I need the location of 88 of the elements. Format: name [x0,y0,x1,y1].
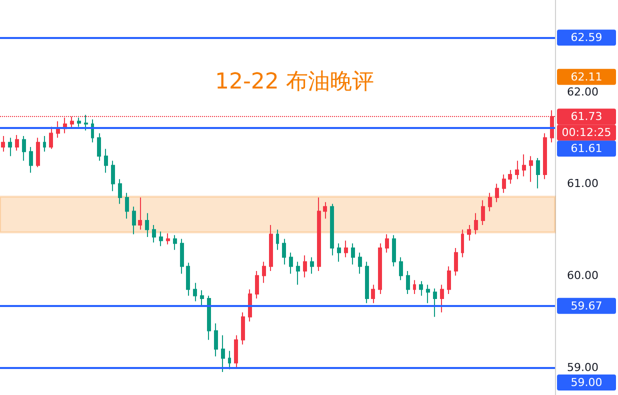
candlestick [8,137,12,157]
ref-line-label: 61.73 [570,110,602,124]
candlestick [221,334,225,373]
candlestick [337,242,341,262]
candlestick [440,284,444,313]
candlestick [56,120,60,138]
candlestick [454,248,458,276]
candlestick [433,288,437,318]
candlestick [392,234,396,267]
candlestick [371,284,375,304]
candlestick [426,284,430,304]
candlestick [97,132,101,162]
candlestick [323,202,327,220]
candlestick [159,230,163,247]
candlestick [385,234,389,254]
candlestick [344,240,348,258]
candlestick [1,135,5,152]
candlestick [186,262,190,296]
candlestick [22,135,26,162]
candlestick [248,288,252,322]
candlestick [330,203,334,256]
candlestick [447,266,451,294]
candlestick [49,126,53,150]
candlestick [29,146,33,174]
candlestick [282,238,286,266]
candlestick [104,148,108,174]
text: 00:12:25 [562,126,612,140]
candlestick [200,290,204,306]
candlestick [495,183,499,203]
candlestick [145,212,149,238]
candlestick [378,242,382,294]
candlestick [303,254,307,278]
candlestick [399,256,403,281]
candlestick [536,158,540,189]
candlestick [173,234,177,250]
candlestick [289,252,293,274]
candlestick [488,192,492,212]
candlestick [269,224,273,272]
candlestick [84,114,88,131]
y-tick-label: 59.00 [567,360,598,374]
candlestick [234,334,238,368]
candlestick [228,350,231,370]
candlestick [481,200,485,226]
candlestick [529,156,533,182]
candlestick [111,160,115,192]
candlestick [166,232,170,245]
candlestick [296,261,300,286]
candlestick [467,224,471,242]
candlestick [543,132,547,180]
candlestick [461,229,464,258]
candlestick [502,174,506,194]
candlestick [255,270,259,300]
y-tick-label: 60.00 [567,269,598,282]
candlestick [317,197,321,272]
candlestick [276,229,279,250]
candlestick [310,256,314,274]
candlestick [15,134,19,152]
candlestick [207,295,211,340]
candlestick [36,137,40,168]
candlestick [125,192,129,220]
candlestick [474,212,478,235]
text: 12-22 布油晚评 [215,70,374,94]
candlestick [180,238,184,274]
candlestick [508,169,512,184]
candlestick [515,160,519,180]
candlestick [522,154,526,177]
candlestick [152,224,156,244]
candlestick [43,135,46,152]
ref-line-label: 62.59 [570,31,602,44]
candlestick [406,270,410,294]
candlestick [214,322,218,357]
candlestick [138,197,142,230]
candlestick [241,312,245,345]
candlestick [132,206,136,235]
y-tick-label: 62.00 [567,85,598,98]
candlestick [118,178,122,204]
text: 62.11 [570,70,602,84]
candlestick [419,280,423,296]
candlestick [77,117,81,128]
y-tick-label: 61.00 [567,177,598,190]
candlestick [351,242,355,266]
candlestick [365,261,369,304]
candlestick [358,252,362,274]
candlestick [413,280,416,294]
ref-line-label: 59.67 [570,299,602,312]
ref-line-label: 61.61 [570,142,602,156]
candlestick [193,282,197,302]
candlestick [262,261,266,284]
